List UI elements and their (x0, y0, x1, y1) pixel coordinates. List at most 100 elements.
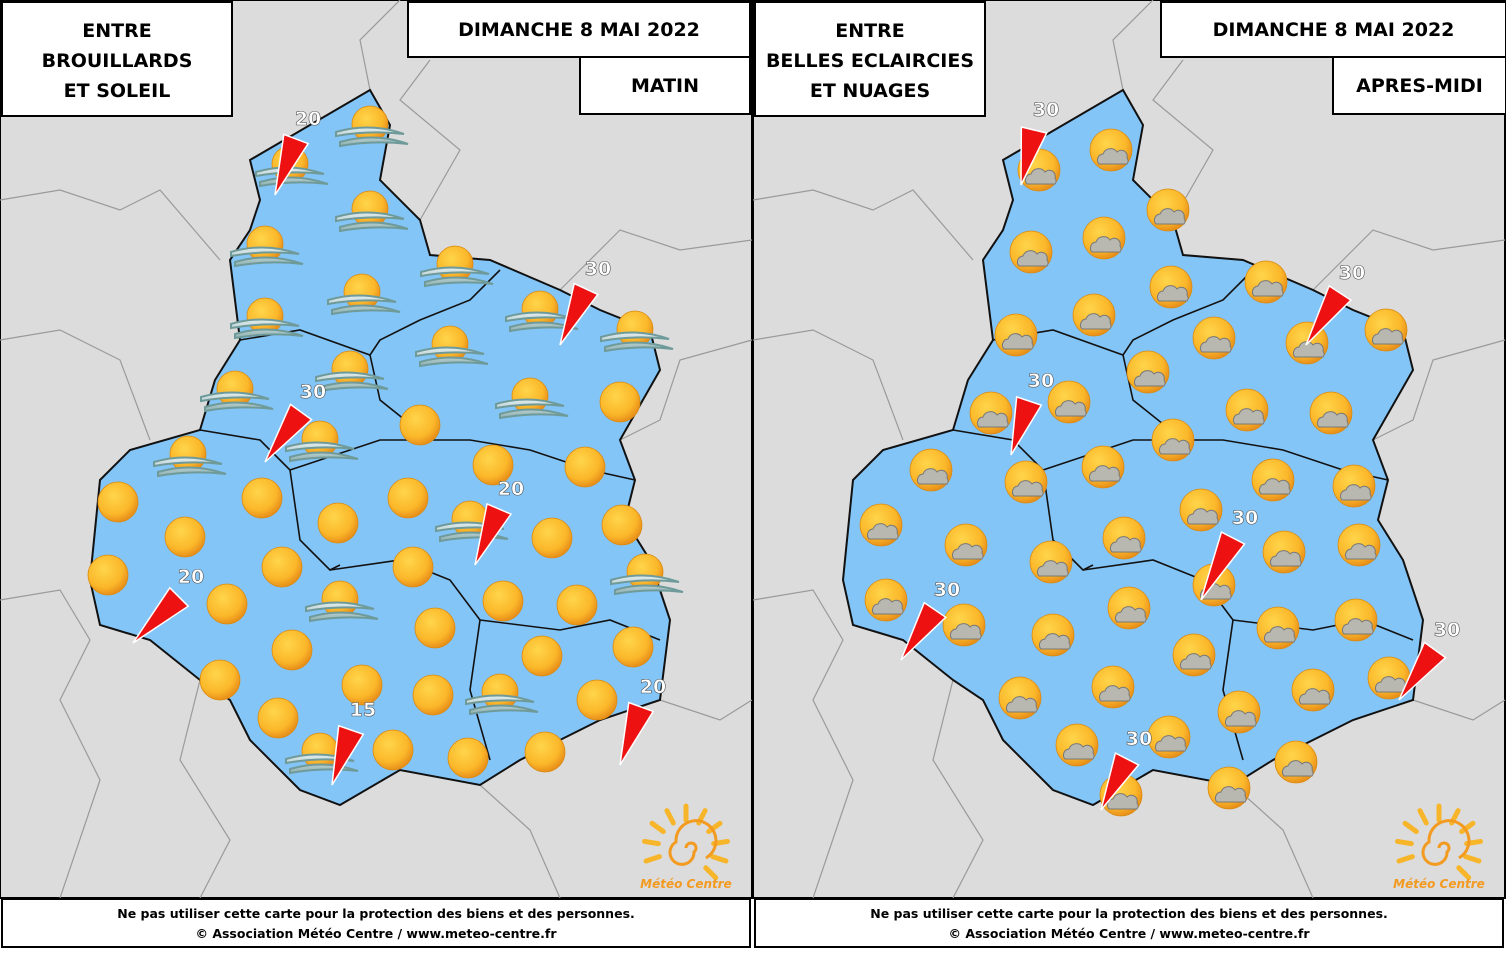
wind-arrow (900, 601, 947, 661)
fog-icon (610, 574, 684, 596)
fog-icon (335, 211, 409, 233)
cloud-icon (1298, 688, 1331, 705)
border-line (619, 339, 753, 441)
wind-speed: 15 (350, 699, 376, 721)
cloud-icon (1341, 618, 1374, 635)
fog-icon (230, 318, 304, 340)
wind-arrow (1020, 126, 1048, 186)
sun-icon (531, 517, 573, 559)
label-box (754, 1, 986, 117)
wind-speed: 30 (1033, 99, 1059, 121)
fog-icon (327, 294, 401, 316)
border-line (752, 329, 904, 441)
fog-icon (335, 126, 409, 148)
wind-arrow (1100, 752, 1140, 811)
label-box (1332, 56, 1506, 115)
cloud-icon (1371, 328, 1404, 345)
cloud-icon (1109, 536, 1142, 553)
cloud-icon (1258, 478, 1291, 495)
footer-line: © Association Météo Centre / www.meteo-c… (948, 926, 1310, 941)
border-line (479, 784, 561, 899)
cloud-icon (1153, 208, 1186, 225)
cloud-icon (866, 523, 899, 540)
cloud-icon (1339, 484, 1372, 501)
logo-spiral (668, 819, 718, 866)
border-line (0, 329, 151, 441)
border-line (1232, 784, 1314, 899)
summary-line: ENTRE (835, 20, 904, 42)
sun-icon (164, 516, 206, 558)
logo-text: Météo Centre (1393, 877, 1485, 891)
wind-arrow (474, 502, 513, 566)
summary-line: BROUILLARDS (42, 50, 193, 72)
cloud-icon (1096, 148, 1129, 165)
logo-ray (703, 865, 719, 881)
border-line (359, 0, 401, 91)
sun-icon (399, 404, 441, 446)
cloud-icon (1232, 408, 1265, 425)
cloud-icon (1098, 685, 1131, 702)
footer-line: © Association Météo Centre / www.meteo-c… (195, 926, 557, 941)
logo-ray (1463, 854, 1482, 864)
wind-speed: 30 (1339, 262, 1365, 284)
fog-icon (315, 371, 389, 393)
sun-icon (241, 477, 283, 519)
fog-icon (230, 246, 304, 268)
cloud-icon (1024, 168, 1057, 185)
logo-ray (1417, 808, 1429, 826)
sun-icon (392, 546, 434, 588)
sun-icon (271, 629, 313, 671)
border-line (559, 229, 753, 291)
wind-speed: 30 (1232, 507, 1258, 529)
wind-arrow (619, 701, 655, 766)
cloud-icon (1214, 786, 1247, 803)
border-line (1112, 0, 1154, 91)
sun-icon (576, 679, 618, 721)
wind-arrow (1010, 395, 1043, 456)
sun-icon (556, 584, 598, 626)
sun-icon (521, 635, 563, 677)
label-box (1160, 1, 1506, 58)
footer-box (1, 898, 751, 948)
period-label: APRES-MIDI (1356, 75, 1483, 97)
border-line (932, 679, 984, 899)
sun-icon (257, 697, 299, 739)
logo-ray (1402, 820, 1419, 835)
logo-ray (710, 854, 729, 864)
cloud-icon (1133, 370, 1166, 387)
summary-line: ENTRE (82, 20, 151, 42)
wind-arrow (1305, 284, 1353, 346)
cloud-icon (1089, 236, 1122, 253)
summary-line: ET SOLEIL (64, 80, 171, 102)
wind-arrow (1200, 530, 1246, 601)
wind-arrow (331, 724, 365, 786)
sun-icon (472, 444, 514, 486)
cloud-icon (1154, 735, 1187, 752)
cloud-icon (1224, 710, 1257, 727)
label-box (579, 56, 751, 115)
cloud-icon (1054, 400, 1087, 417)
cloud-icon (1269, 550, 1302, 567)
sun-icon (97, 481, 139, 523)
sun-icon (482, 580, 524, 622)
wind-arrow (264, 403, 313, 463)
cloud-icon (951, 543, 984, 560)
logo-ray (1459, 820, 1476, 835)
cloud-icon (949, 623, 982, 640)
period-label: MATIN (631, 75, 699, 97)
sun-icon (206, 583, 248, 625)
summary-line: BELLES ECLAIRCIES (766, 50, 974, 72)
border-line (1312, 229, 1506, 291)
cloud-icon (1344, 543, 1377, 560)
cloud-icon (1292, 341, 1325, 358)
cloud-icon (1088, 465, 1121, 482)
logo-text: Météo Centre (640, 877, 732, 891)
footer-box (754, 898, 1504, 948)
cloud-icon (1038, 633, 1071, 650)
cloud-icon (1001, 333, 1034, 350)
cloud-icon (916, 468, 949, 485)
logo-ray (643, 854, 662, 864)
sun-icon (612, 626, 654, 668)
department-border (239, 269, 501, 356)
